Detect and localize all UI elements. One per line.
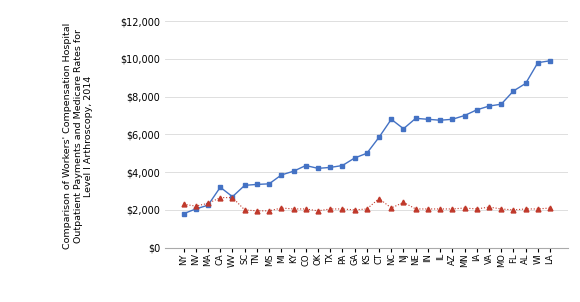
Workers' Compensation Payment xyxy=(388,117,395,121)
Medicare Rate xyxy=(425,207,432,211)
Medicare Rate xyxy=(412,207,419,211)
Medicare Rate xyxy=(180,202,187,206)
Medicare Rate xyxy=(193,204,200,208)
Workers' Compensation Payment xyxy=(314,167,321,170)
Workers' Compensation Payment xyxy=(180,212,187,216)
Medicare Rate xyxy=(376,197,383,201)
Medicare Rate xyxy=(351,208,358,212)
Medicare Rate xyxy=(437,207,444,211)
Workers' Compensation Payment xyxy=(400,127,407,130)
Medicare Rate xyxy=(388,206,395,210)
Workers' Compensation Payment xyxy=(339,164,346,167)
Workers' Compensation Payment xyxy=(449,117,456,121)
Workers' Compensation Payment xyxy=(412,117,419,120)
Workers' Compensation Payment xyxy=(485,104,492,108)
Medicare Rate xyxy=(302,207,309,211)
Medicare Rate xyxy=(314,209,321,213)
Workers' Compensation Payment xyxy=(461,114,468,117)
Workers' Compensation Payment xyxy=(534,61,541,65)
Workers' Compensation Payment xyxy=(376,135,383,139)
Medicare Rate xyxy=(473,207,480,211)
Workers' Compensation Payment xyxy=(351,156,358,160)
Medicare Rate xyxy=(498,207,505,211)
Workers' Compensation Payment xyxy=(302,164,309,167)
Workers' Compensation Payment xyxy=(253,183,260,186)
Workers' Compensation Payment xyxy=(510,89,517,93)
Workers' Compensation Payment xyxy=(278,173,285,177)
Workers' Compensation Payment xyxy=(290,169,297,173)
Line: Medicare Rate: Medicare Rate xyxy=(181,195,553,213)
Workers' Compensation Payment xyxy=(498,102,505,106)
Medicare Rate xyxy=(217,196,224,199)
Medicare Rate xyxy=(229,196,236,199)
Medicare Rate xyxy=(534,207,541,211)
Medicare Rate xyxy=(522,207,529,211)
Medicare Rate xyxy=(485,205,492,209)
Medicare Rate xyxy=(400,201,407,204)
Workers' Compensation Payment xyxy=(546,59,553,63)
Workers' Compensation Payment xyxy=(437,118,444,122)
Workers' Compensation Payment xyxy=(229,195,236,198)
Workers' Compensation Payment xyxy=(266,182,273,186)
Workers' Compensation Payment xyxy=(522,82,529,85)
Workers' Compensation Payment xyxy=(363,152,371,155)
Line: Workers' Compensation Payment: Workers' Compensation Payment xyxy=(181,58,553,216)
Medicare Rate xyxy=(290,207,297,211)
Medicare Rate xyxy=(266,209,273,213)
Workers' Compensation Payment xyxy=(205,203,212,207)
Medicare Rate xyxy=(510,208,517,212)
Medicare Rate xyxy=(339,207,346,211)
Workers' Compensation Payment xyxy=(327,165,333,169)
Workers' Compensation Payment xyxy=(241,184,248,187)
Workers' Compensation Payment xyxy=(425,117,432,121)
Medicare Rate xyxy=(278,206,285,210)
Medicare Rate xyxy=(363,207,371,211)
Medicare Rate xyxy=(546,206,553,210)
Medicare Rate xyxy=(461,206,468,210)
Medicare Rate xyxy=(327,207,333,211)
Text: Comparison of Workers' Compensation Hospital
Outpatient Payments and Medicare Ra: Comparison of Workers' Compensation Hosp… xyxy=(63,23,93,249)
Medicare Rate xyxy=(205,201,212,205)
Workers' Compensation Payment xyxy=(473,108,480,112)
Medicare Rate xyxy=(449,207,456,211)
Medicare Rate xyxy=(241,208,248,212)
Workers' Compensation Payment xyxy=(193,207,200,211)
Workers' Compensation Payment xyxy=(217,185,224,189)
Medicare Rate xyxy=(253,209,260,213)
